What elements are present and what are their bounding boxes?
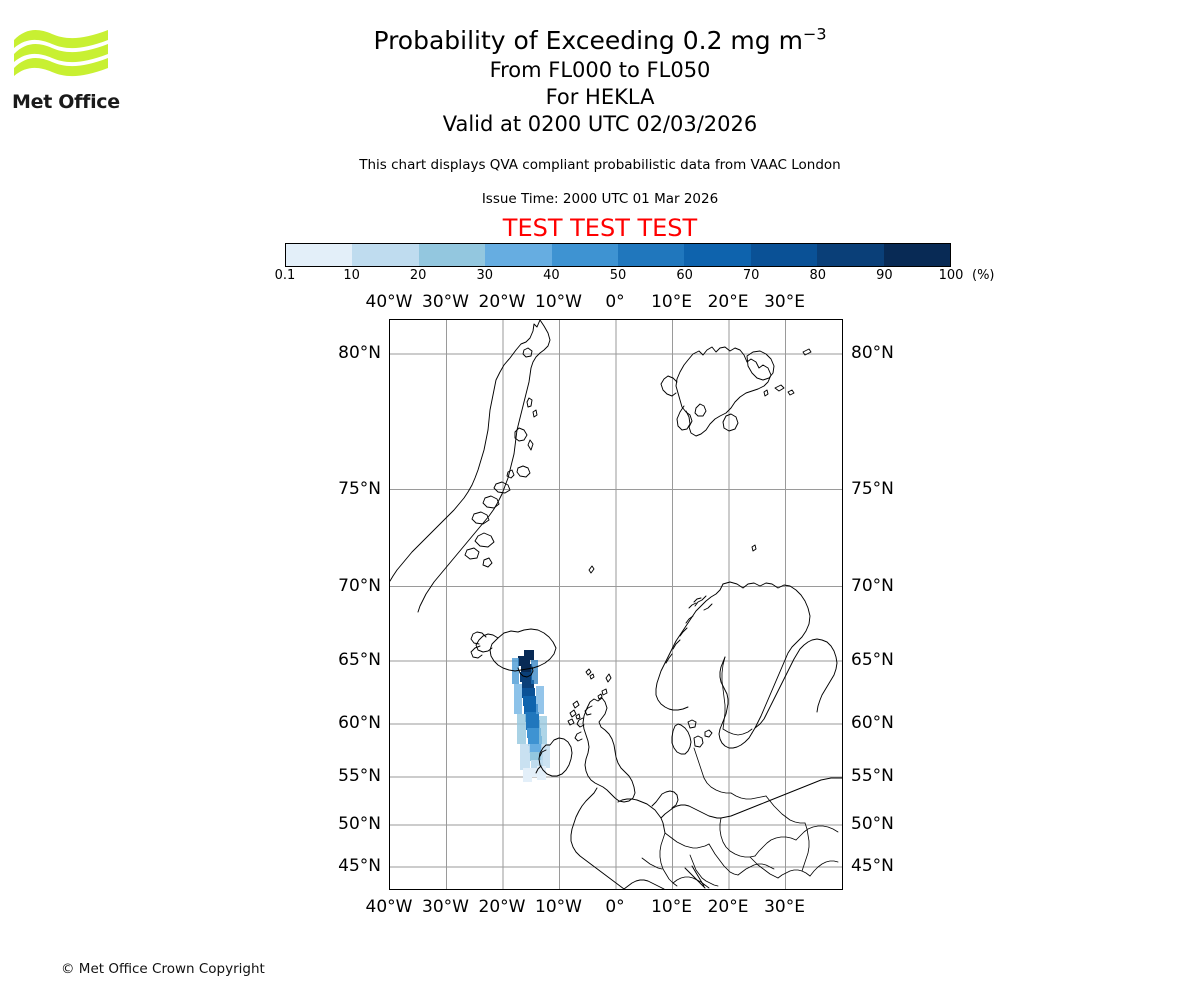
colorbar-cell-6 — [684, 244, 751, 266]
flight-level-line: From FL000 to FL050 — [489, 58, 711, 82]
colorbar-cell-4 — [551, 244, 619, 266]
lon-tick-label: 40°W — [365, 292, 413, 312]
title-text: Probability of Exceeding 0.2 mg m — [373, 26, 803, 55]
colorbar-tick-labels: 0.1 10 20 30 40 50 60 70 80 90 100 — [275, 268, 964, 286]
lon-tick-label: 10°W — [535, 292, 582, 312]
colorbar-tick-20: 20 — [409, 268, 427, 283]
colorbar-tick-100: 100 — [938, 268, 964, 283]
volcano-name-line: For HEKLA — [545, 85, 655, 109]
colorbar-units-label: (%) — [972, 268, 995, 283]
lat-tick-label-right: 50°N — [851, 814, 894, 834]
ash-plume-overlay — [512, 650, 550, 782]
met-office-logo: Met Office — [12, 24, 122, 114]
title-exponent: −3 — [802, 24, 827, 44]
lat-tick-label-left: 65°N — [338, 650, 381, 670]
colorbar-tick-90: 90 — [876, 268, 893, 283]
lon-tick-label: 40°W — [365, 897, 413, 917]
lon-tick-label: 20°E — [707, 292, 749, 312]
test-banner: TEST TEST TEST — [502, 214, 698, 242]
lat-tick-label-left: 70°N — [338, 575, 381, 596]
lon-tick-label: 10°E — [651, 897, 692, 917]
colorbar-tick-0.1: 0.1 — [274, 268, 296, 283]
qva-compliance-note: This chart displays QVA compliant probab… — [359, 157, 841, 173]
lat-tick-label-right: 75°N — [851, 478, 894, 499]
lon-tick-label: 20°E — [707, 897, 749, 917]
lat-tick-label-left: 60°N — [338, 713, 381, 733]
met-office-wave-logo — [14, 30, 108, 77]
colorbar-cell-8 — [817, 244, 884, 266]
lat-tick-label-right: 45°N — [851, 856, 894, 876]
map-gridlines — [390, 320, 842, 889]
lon-tick-label: 20°W — [478, 292, 526, 312]
lon-tick-label: 10°E — [651, 292, 692, 312]
lon-tick-label: 30°W — [422, 292, 469, 312]
colorbar-cell-1 — [352, 244, 419, 266]
lat-tick-label-right: 60°N — [851, 713, 894, 733]
lon-tick-label: 10°W — [535, 897, 582, 917]
colorbar-tick-80: 80 — [809, 268, 827, 283]
lat-tick-label-right: 65°N — [851, 650, 894, 670]
lat-tick-label-right: 55°N — [851, 766, 894, 786]
colorbar-cell-7 — [750, 244, 818, 266]
map-plot-area[interactable] — [389, 319, 843, 890]
colorbar-tick-60: 60 — [676, 268, 693, 283]
issue-time-label: Issue Time: 2000 UTC 01 Mar 2026 — [481, 191, 719, 207]
lat-tick-label-left: 45°N — [338, 856, 381, 876]
lon-tick-label: 0° — [605, 897, 625, 917]
lon-tick-label: 30°E — [764, 897, 805, 917]
lon-tick-label: 20°W — [478, 897, 526, 917]
valid-time-line: Valid at 0200 UTC 02/03/2026 — [442, 112, 758, 136]
map-canvas — [390, 320, 842, 889]
colorbar-tick-50: 50 — [609, 268, 627, 283]
colorbar-gradient — [285, 243, 951, 267]
lat-tick-label-right: 80°N — [851, 343, 894, 363]
colorbar-tick-40: 40 — [543, 268, 560, 283]
colorbar-tick-30: 30 — [476, 268, 494, 283]
lat-tick-label-left: 75°N — [338, 478, 381, 499]
chart-title-block: Probability of Exceeding 0.2 mg m−3 From… — [0, 24, 1200, 138]
lat-tick-label-left: 80°N — [338, 343, 381, 363]
met-office-wordmark: Met Office — [12, 91, 120, 113]
probability-colorbar: 0.1 10 20 30 40 50 60 70 80 90 100 — [275, 243, 963, 283]
lon-tick-label: 30°W — [422, 897, 469, 917]
colorbar-cell-5 — [618, 244, 685, 266]
colorbar-tick-10: 10 — [343, 268, 360, 283]
colorbar-cell-9 — [883, 244, 951, 266]
colorbar-tick-70: 70 — [742, 268, 760, 283]
colorbar-cell-3 — [485, 244, 552, 266]
coastline-paths — [390, 320, 842, 889]
lat-tick-label-right: 70°N — [851, 575, 894, 596]
lat-tick-label-left: 55°N — [338, 766, 381, 786]
country-border-paths — [641, 656, 839, 889]
lat-tick-label-left: 50°N — [338, 814, 381, 834]
lon-tick-label: 0° — [605, 292, 625, 312]
copyright-notice: © Met Office Crown Copyright — [61, 961, 265, 977]
lon-tick-label: 30°E — [764, 292, 805, 312]
page-title: Probability of Exceeding 0.2 mg m−3 — [0, 24, 1200, 57]
colorbar-cell-0 — [286, 244, 353, 266]
colorbar-cell-2 — [418, 244, 486, 266]
